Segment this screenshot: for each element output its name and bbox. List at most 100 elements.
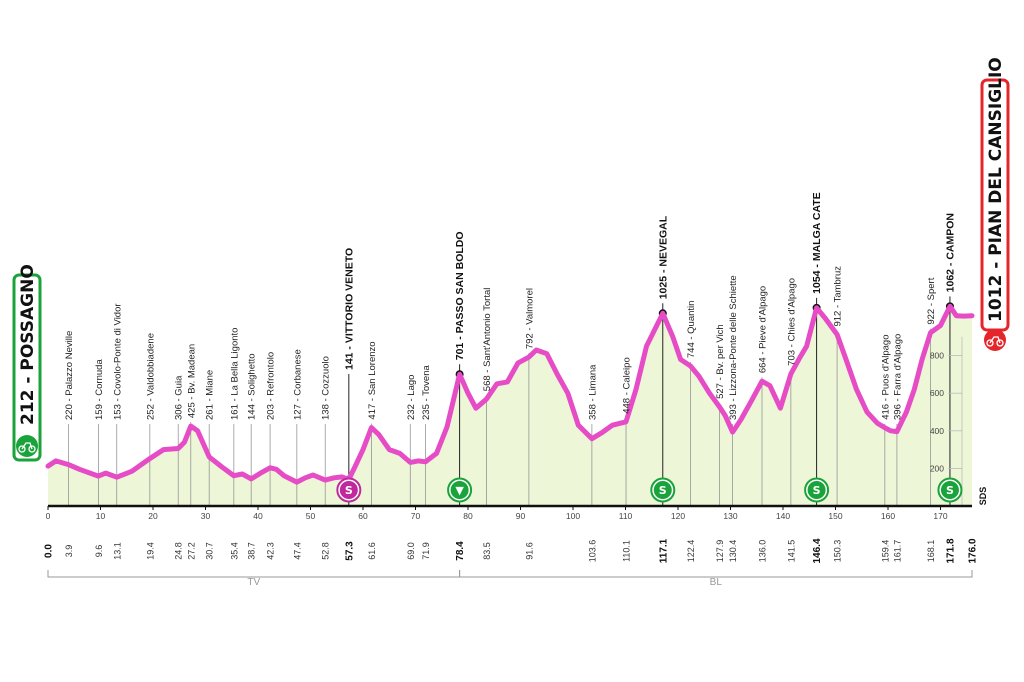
y-tick-label: 600 — [930, 388, 944, 398]
x-tick-label: 90 — [516, 511, 526, 521]
sprint-badge — [339, 481, 358, 499]
km-label: 117.1 — [658, 538, 669, 563]
waypoint-label: 568 - Sant'Antonio Tortal — [482, 288, 493, 392]
x-tick-label: 110 — [619, 511, 633, 521]
waypoint-label: 220 - Palazzo Neville — [64, 331, 75, 420]
waypoint-label: 448 - Caleipo — [622, 357, 633, 414]
x-tick-label: 10 — [96, 511, 106, 521]
waypoint-label: 306 - Guia — [174, 375, 185, 420]
km-label: 42.3 — [266, 542, 276, 560]
waypoint-label: 664 - Pieve d'Alpago — [758, 286, 769, 373]
kom-badge-symbol: S — [946, 484, 954, 497]
start-label: 212 - POSSAGNO — [18, 264, 38, 425]
classification-markers: S ▼ S S S — [336, 477, 963, 503]
start-finish-badges: SDS 212 - POSSAGNO 1012 - PIAN DEL CANSIGL… — [12, 57, 1010, 506]
km-label: 103.6 — [587, 540, 597, 563]
km-label: 168.1 — [926, 540, 936, 563]
km-label: 161.7 — [892, 540, 902, 563]
x-tick-label: 0 — [46, 511, 51, 521]
x-tick-label: 140 — [776, 511, 790, 521]
km-label: 136.0 — [758, 540, 768, 563]
waypoint-label: 417 - San Lorenzo — [367, 341, 378, 419]
x-tick-label: 70 — [411, 511, 421, 521]
km-label: 141.5 — [786, 540, 796, 563]
waypoint-label: 703 - Chies d'Alpago — [786, 278, 797, 366]
waypoint-label: 127 - Corbanese — [292, 349, 303, 420]
waypoint-label: 252 - Valdobbiadene — [145, 333, 156, 420]
start-bike-icon — [16, 435, 38, 457]
waypoint-label: 144 - Solighetto — [247, 353, 258, 420]
profile-line-group — [45, 303, 975, 485]
km-label: 47.4 — [292, 542, 302, 560]
km-label: 24.8 — [174, 542, 184, 560]
km-label: 52.8 — [321, 542, 331, 560]
waypoint-label: 138 - Cozzuolo — [321, 356, 332, 420]
x-tick-label: 30 — [201, 511, 211, 521]
x-tick-label: 100 — [566, 511, 580, 521]
waypoint-label: 792 - Valmorel — [524, 288, 535, 349]
km-label: 61.6 — [367, 542, 377, 560]
km-label: 69.0 — [406, 542, 416, 560]
kom-badge-symbol: S — [813, 484, 821, 497]
waypoint-label: 527 - Bv. per Vich — [715, 324, 726, 399]
finish-bike-icon — [984, 329, 1006, 351]
waypoint-label: 912 - Tambruz — [833, 266, 844, 327]
waypoint-label: 396 - Farra d'Alpago — [892, 334, 903, 420]
x-tick-label: 120 — [671, 511, 685, 521]
y-axis-ticks: 200 400 600 800 — [930, 336, 963, 506]
waypoint-labels: 0.0 176.0 3.9 220 - Palazzo Neville 9.6 159 -… — [44, 192, 979, 563]
km-label: 171.8 — [945, 538, 956, 563]
bike-wheel-icon — [18, 445, 26, 453]
waypoint-label: 425 - Bv. Madean — [186, 344, 197, 418]
waypoint-label: 153 - Covolo-Ponte di Vidor — [112, 303, 123, 420]
region-label: TV — [247, 577, 260, 588]
waypoint-label: 1054 - MALGA CATE — [811, 192, 823, 294]
km-label: 35.4 — [229, 542, 239, 560]
km-label: 19.4 — [145, 542, 155, 560]
x-tick-label: 150 — [828, 511, 842, 521]
sprint-badge-symbol: S — [345, 484, 353, 497]
bike-frame-icon — [21, 442, 33, 450]
kom-badge — [807, 481, 826, 499]
waypoint-label: 161 - La Bella Ligonto — [229, 328, 240, 420]
kom-badge — [940, 481, 959, 499]
waypoint-label: 1062 - CAMPON — [944, 213, 956, 292]
x-tick-label: 40 — [253, 511, 263, 521]
km-label: 122.4 — [686, 540, 696, 563]
km-label-finish: 176.0 — [968, 538, 979, 563]
km-label: 127.9 — [715, 540, 725, 563]
km-label-start: 0.0 — [44, 544, 55, 558]
km-label: 91.6 — [524, 542, 534, 560]
province-brackets: TV BL — [47, 570, 973, 588]
km-label: 159.4 — [880, 540, 890, 563]
km-label: 3.9 — [64, 545, 74, 558]
region-bracket — [459, 570, 973, 578]
x-tick-label: 60 — [358, 511, 368, 521]
km-label: 83.5 — [482, 542, 492, 560]
bike-wheel-icon — [996, 339, 1004, 347]
bike-wheel-icon — [28, 445, 36, 453]
km-label: 150.3 — [833, 540, 843, 563]
waypoint-label: 922 - Spert — [926, 277, 937, 324]
bike-frame-icon — [989, 336, 1001, 344]
x-tick-label: 130 — [723, 511, 737, 521]
bike-wheel-icon — [986, 339, 994, 347]
km-label: 38.7 — [247, 542, 257, 560]
x-tick-label: 20 — [148, 511, 158, 521]
kom-badge-symbol: S — [659, 484, 667, 497]
kom-badge — [450, 481, 469, 499]
start-badge-frame — [12, 273, 42, 462]
km-label: 57.3 — [344, 541, 355, 561]
finish-label: 1012 - PIAN DEL CANSIGLIO — [986, 57, 1006, 322]
waypoint-label: 232 - Lago — [406, 375, 417, 420]
x-tick-label: 50 — [306, 511, 316, 521]
waypoint-label: 358 - Limana — [587, 364, 598, 420]
km-label: 27.2 — [186, 542, 196, 560]
profile-line — [45, 303, 975, 485]
waypoint-label: 393 - Lizzona-Ponte delle Schiette — [728, 275, 739, 420]
waypoint-label: 261 - Miane — [205, 370, 216, 420]
km-label: 30.7 — [205, 542, 215, 560]
kom-badge-symbol: ▼ — [455, 484, 464, 497]
x-axis: 0 10 20 30 40 50 60 70 80 90 100 110 120 130 140 150 160… — [46, 504, 972, 521]
brand-label: SDS — [978, 487, 988, 506]
